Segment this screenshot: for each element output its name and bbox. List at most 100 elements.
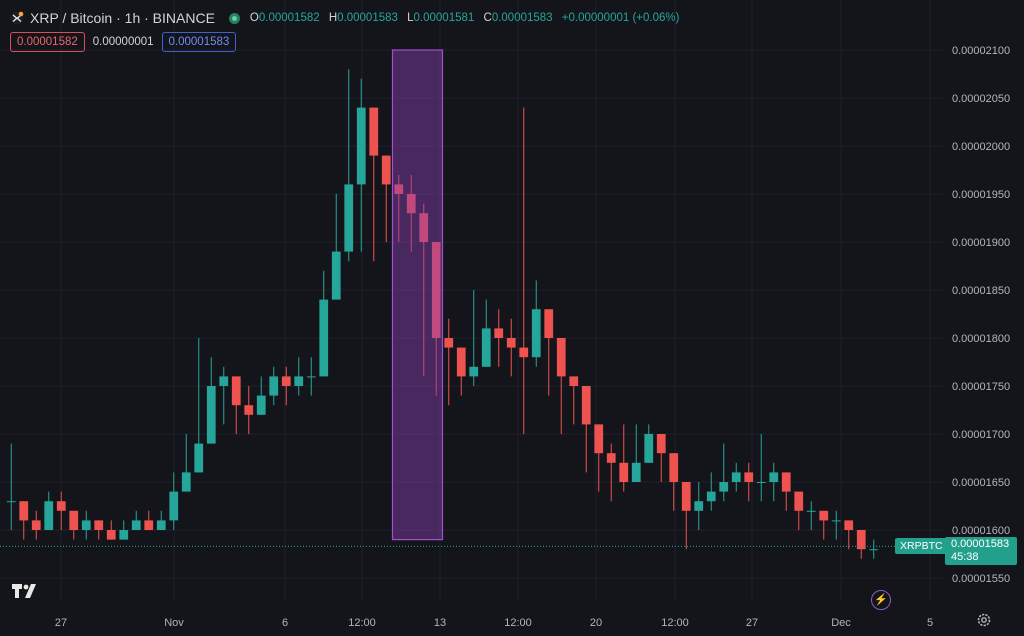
y-tick-label: 0.00001950	[952, 189, 1010, 201]
price-change: +0.00000001 (+0.06%)	[561, 12, 680, 24]
x-tick-label: 27	[746, 617, 758, 629]
sell-button[interactable]: 0.00001582	[10, 32, 85, 52]
y-tick-label: 0.00002000	[952, 141, 1010, 153]
candle-body	[231, 376, 241, 406]
candle-body	[381, 155, 391, 185]
live-status-icon	[228, 12, 240, 24]
candle-body	[69, 510, 79, 530]
candle-body	[181, 472, 191, 492]
candle-body	[806, 510, 816, 512]
y-tick-label: 0.00001550	[952, 573, 1010, 585]
candle-body	[656, 434, 666, 454]
symbol-price-label: XRPBTC	[895, 538, 948, 554]
candle-body	[431, 242, 441, 338]
y-tick-label: 0.00001800	[952, 333, 1010, 345]
candle-body	[119, 530, 129, 540]
candle-body	[581, 386, 591, 425]
y-tick-label: 0.00001750	[952, 381, 1010, 393]
candle-body	[94, 520, 104, 530]
candle-body	[606, 453, 616, 463]
candle-body	[631, 462, 641, 482]
candle-body	[694, 501, 704, 511]
candle-body	[619, 462, 629, 482]
last-price-value: 0.00001583	[951, 538, 1010, 550]
candle-body	[594, 424, 604, 454]
bar-countdown: 45:38	[951, 551, 979, 563]
candle-body	[719, 482, 729, 492]
settings-gear-icon[interactable]	[976, 612, 992, 628]
candle-body	[169, 491, 179, 521]
x-tick-label: 5	[927, 617, 933, 629]
candle-body	[469, 366, 479, 377]
candle-body	[519, 347, 529, 358]
candle-body	[131, 520, 141, 530]
y-tick-label: 0.00002050	[952, 93, 1010, 105]
x-tick-label: 6	[282, 617, 288, 629]
tradingview-logo-icon[interactable]	[12, 583, 40, 599]
candle-body	[144, 520, 154, 530]
candle-body	[556, 338, 566, 377]
candle-body	[369, 107, 379, 156]
candle-body	[31, 520, 41, 530]
candle-body	[306, 376, 316, 378]
buy-button[interactable]: 0.00001583	[161, 32, 237, 52]
candle-body	[794, 491, 804, 511]
candle-body	[481, 328, 491, 367]
candle-body	[844, 520, 854, 530]
y-tick-label: 0.00001700	[952, 429, 1010, 441]
candle-body	[769, 472, 779, 482]
candle-body	[206, 386, 216, 444]
candle-body	[756, 482, 766, 483]
candle-body	[6, 501, 16, 503]
candle-body	[644, 434, 654, 463]
y-tick-label: 0.00001900	[952, 237, 1010, 249]
candle-body	[744, 472, 754, 482]
candle-body	[419, 213, 429, 242]
x-tick-label: Dec	[831, 617, 851, 629]
last-price-tag: 0.00001583 45:38	[945, 537, 1017, 565]
candle-body	[731, 472, 741, 482]
candle-body	[531, 309, 541, 358]
highlight-rectangle	[391, 49, 444, 541]
candle-body	[456, 347, 466, 377]
ohlc-values: O0.00001582 H0.00001583 L0.00001581 C0.0…	[249, 12, 680, 24]
candle-body	[56, 501, 66, 511]
x-tick-label: 12:00	[348, 617, 376, 629]
y-tick-label: 0.00002100	[952, 45, 1010, 57]
candle-body	[831, 520, 841, 522]
candle-body	[394, 184, 404, 194]
candle-body	[219, 376, 229, 386]
candle-body	[569, 376, 579, 386]
candle-body	[156, 520, 166, 530]
candle-body	[19, 501, 29, 521]
candle-body	[506, 338, 516, 348]
x-tick-label: 13	[434, 617, 446, 629]
candle-body	[856, 530, 866, 550]
spread-value: 0.00000001	[92, 36, 154, 48]
candle-body	[281, 376, 291, 386]
y-tick-label: 0.00001850	[952, 285, 1010, 297]
lightning-icon[interactable]: ⚡	[871, 590, 891, 610]
candle-body	[356, 107, 366, 185]
candle-body	[344, 184, 354, 252]
candle-body	[81, 520, 91, 530]
candle-body	[331, 251, 341, 300]
x-tick-label: 20	[590, 617, 602, 629]
chart-header: XRP / Bitcoin · 1h · BINANCE O0.00001582…	[10, 8, 679, 28]
x-tick-label: 27	[55, 617, 67, 629]
candle-body	[269, 376, 279, 396]
candle-body	[681, 482, 691, 511]
candle-body	[44, 501, 54, 530]
candle-body	[319, 299, 329, 377]
candle-body	[544, 309, 554, 338]
x-tick-label: 12:00	[504, 617, 532, 629]
candle-body	[669, 453, 679, 482]
candle-body	[294, 376, 304, 386]
y-tick-label: 0.00001650	[952, 477, 1010, 489]
x-tick-label: Nov	[164, 617, 184, 629]
symbol-title[interactable]: XRP / Bitcoin · 1h · BINANCE	[30, 10, 215, 26]
candle-body	[106, 530, 116, 540]
candle-body	[706, 491, 716, 502]
x-tick-label: 12:00	[661, 617, 689, 629]
